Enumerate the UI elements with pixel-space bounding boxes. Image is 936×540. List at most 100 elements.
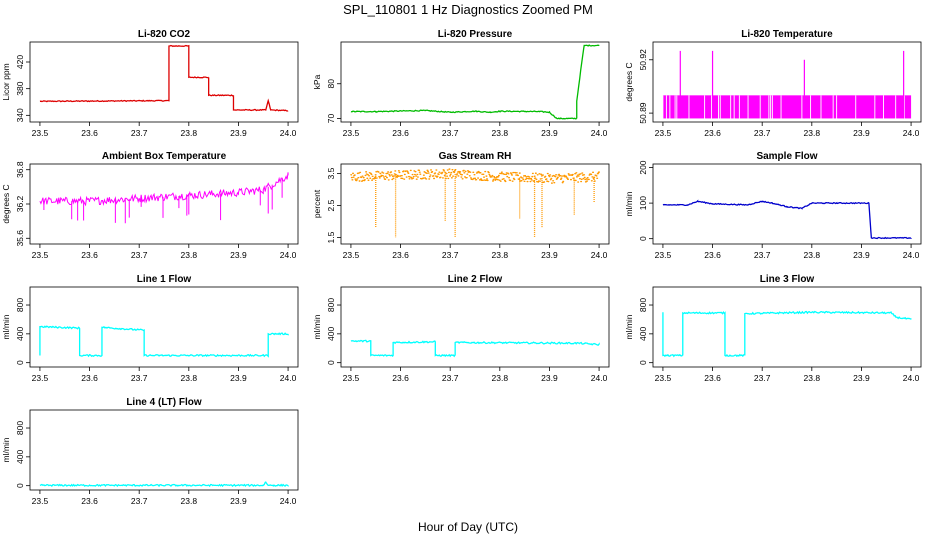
figure-title: SPL_110801 1 Hz Diagnostics Zoomed PM (343, 2, 593, 17)
x-tick-label: 23.9 (541, 250, 558, 260)
data-line (39, 325, 289, 358)
plot-frame (340, 286, 610, 368)
panel-8: Line 2 Flow ml/min 23.5 23.6 23.7 23.8 23.9 24.… (312, 274, 610, 383)
x-tick-label: 23.7 (131, 250, 148, 260)
x-tick-label: 23.7 (754, 373, 771, 383)
y-axis-label: ml/min (1, 437, 11, 462)
series-group (39, 44, 289, 112)
y-tick-label: 200 (638, 160, 648, 174)
y-tick-label: 1.5 (326, 231, 336, 243)
band-gaps (662, 95, 905, 119)
x-tick-label: 23.8 (181, 373, 198, 383)
panel-9: Line 3 Flow ml/min 23.5 23.6 23.7 23.8 23.9 24.… (624, 274, 922, 383)
x-tick-label: 23.7 (442, 373, 459, 383)
x-tick-label: 23.7 (754, 128, 771, 138)
plot-frame (652, 41, 922, 123)
x-tick-label: 23.5 (343, 250, 360, 260)
y-tick-label: 80 (326, 79, 336, 89)
x-tick-label: 23.6 (704, 250, 721, 260)
y-tick-label: 400 (15, 449, 25, 463)
x-tick-label: 23.8 (804, 373, 821, 383)
x-tick-label: 23.9 (230, 373, 247, 383)
series-group (39, 481, 289, 488)
y-tick-label: 0 (15, 483, 25, 488)
panel-title: Line 3 Flow (760, 274, 815, 285)
series-group (350, 339, 600, 358)
y-tick-label: 50.92 (638, 49, 648, 71)
data-line (662, 310, 912, 358)
x-tick-label: 23.7 (442, 250, 459, 260)
data-line (662, 199, 912, 240)
x-tick-label: 23.6 (392, 250, 409, 260)
y-tick-label: 100 (638, 196, 648, 210)
y-axis-label: ml/min (624, 314, 634, 339)
panel-3: Li-820 Temperature degrees C 23.5 23.6 23.7 2… (624, 29, 922, 138)
y-axis-label: Licor ppm (1, 63, 11, 100)
panel-7: Line 1 Flow ml/min 23.5 23.6 23.7 23.8 23.9 24.… (1, 274, 299, 383)
plot-frame (29, 41, 299, 123)
panel-title: Li-820 Pressure (438, 29, 513, 40)
y-tick-label: 400 (638, 326, 648, 340)
panel-4: Ambient Box Temperature degrees C 23.5 23.6… (1, 151, 299, 260)
x-tick-label: 24.0 (591, 250, 608, 260)
panel-title: Line 4 (LT) Flow (126, 397, 202, 408)
plot-frame (652, 163, 922, 245)
x-tick-label: 23.9 (230, 496, 247, 506)
y-tick-label: 800 (15, 421, 25, 435)
x-tick-label: 24.0 (591, 128, 608, 138)
x-tick-label: 24.0 (903, 250, 920, 260)
x-tick-label: 23.7 (442, 128, 459, 138)
x-tick-label: 23.9 (853, 373, 870, 383)
x-tick-label: 23.5 (655, 128, 672, 138)
panel-2: Li-820 Pressure kPa 23.5 23.6 23.7 23.8 23.9 24… (312, 29, 610, 138)
x-tick-label: 23.7 (754, 250, 771, 260)
y-tick-label: 70 (326, 114, 336, 124)
x-tick-label: 24.0 (280, 373, 297, 383)
panel-6: Sample Flow ml/min 23.5 23.6 23.7 23.8 23.9 24.… (624, 151, 922, 260)
x-tick-label: 23.9 (230, 250, 247, 260)
x-tick-label: 23.9 (541, 373, 558, 383)
plot-frame (29, 286, 299, 368)
y-axis-label: ml/min (312, 314, 322, 339)
x-tick-label: 23.9 (853, 250, 870, 260)
x-tick-label: 23.5 (32, 250, 49, 260)
y-tick-label: 36.2 (15, 195, 25, 212)
x-tick-label: 23.8 (804, 250, 821, 260)
x-tick-label: 23.8 (181, 496, 198, 506)
x-tick-label: 23.6 (704, 128, 721, 138)
y-tick-label: 420 (15, 55, 25, 69)
x-tick-label: 23.7 (131, 496, 148, 506)
x-tick-label: 23.7 (131, 128, 148, 138)
x-tick-label: 24.0 (591, 373, 608, 383)
x-tick-label: 23.6 (81, 496, 98, 506)
data-spikes (43, 178, 283, 224)
y-axis-label: degrees C (1, 184, 11, 223)
x-tick-label: 23.6 (81, 250, 98, 260)
panel-title: Li-820 Temperature (741, 29, 833, 40)
x-tick-label: 24.0 (280, 496, 297, 506)
x-tick-label: 23.8 (804, 128, 821, 138)
x-tick-label: 23.9 (541, 128, 558, 138)
y-tick-label: 400 (15, 326, 25, 340)
x-tick-label: 24.0 (903, 128, 920, 138)
series-group (662, 50, 912, 119)
y-tick-label: 800 (638, 298, 648, 312)
y-tick-label: 50.89 (638, 102, 648, 124)
data-points (350, 168, 600, 184)
panel-title: Line 1 Flow (137, 274, 192, 285)
data-line (39, 481, 289, 488)
x-tick-label: 23.5 (343, 373, 360, 383)
y-tick-label: 340 (15, 108, 25, 122)
y-tick-label: 800 (326, 298, 336, 312)
y-tick-label: 3.5 (326, 167, 336, 179)
x-tick-label: 24.0 (280, 250, 297, 260)
x-tick-label: 23.6 (704, 373, 721, 383)
x-tick-label: 23.5 (655, 250, 672, 260)
panel-title: Ambient Box Temperature (102, 151, 227, 162)
data-line (39, 172, 289, 207)
panel-5: Gas Stream RH percent 23.5 23.6 23.7 23.8 23.9… (312, 151, 610, 260)
y-tick-label: 400 (326, 326, 336, 340)
y-tick-label: 380 (15, 81, 25, 95)
y-tick-label: 0 (638, 236, 648, 241)
series-group (662, 310, 912, 358)
